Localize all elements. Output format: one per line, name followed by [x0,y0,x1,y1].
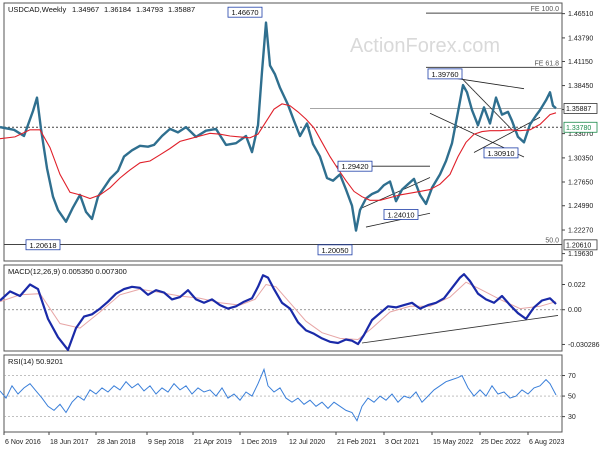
moving-average-line [0,103,557,201]
x-tick-label: 25 Dec 2022 [481,439,521,446]
rsi-y-tick-label: 70 [568,373,576,380]
y-tick-label: 1.30350 [568,155,593,162]
macd-panel-title: MACD(12,26,9) 0.005350 0.007300 [8,267,127,276]
macd-y-tick-label: 0.022 [568,282,586,289]
x-tick-label: 18 Jun 2017 [50,439,89,446]
y-tick-label: 1.27650 [568,179,593,186]
x-tick-label: 3 Oct 2021 [385,439,419,446]
y-tick-label: 1.24990 [568,203,593,210]
rsi-y-tick-label: 50 [568,394,576,401]
trend-line [473,116,541,153]
price-label-box [25,239,61,251]
macd-trend-line [361,315,559,344]
price-tag-label: 1.33780 [566,125,591,132]
macd-panel-frame [3,264,563,352]
macd-line [0,273,557,351]
price-label-text: 1.29420 [341,162,368,171]
price-label-box [317,244,353,256]
y-tick-label: 1.19630 [568,251,593,258]
x-tick-label: 28 Jan 2018 [97,439,136,446]
price-label-box [427,68,463,80]
price-label-text: 1.20050 [321,246,348,255]
rsi-panel-title: RSI(14) 50.9201 [8,357,63,366]
rsi-y-tick-label: 30 [568,414,576,421]
x-tick-label: 6 Aug 2023 [529,439,565,446]
price-tag-box [563,103,598,114]
ohlc-close: 1.35887 [168,5,195,14]
dotted-projection-line [457,74,513,131]
x-tick-label: 6 Nov 2016 [5,439,41,446]
macd-y-tick-label: 0.00 [568,307,582,314]
y-tick-label: 1.22270 [568,228,593,235]
trend-line [365,212,431,228]
price-tag-label: 1.35887 [566,106,591,113]
x-tick-label: 12 Jul 2020 [289,439,325,446]
x-tick-label: 1 Dec 2019 [241,439,277,446]
watermark: ActionForex.com [350,35,500,57]
x-tick-label: 9 Sep 2018 [148,439,184,446]
price-label-text: 1.39760 [431,70,458,79]
trend-line [361,177,431,209]
price-panel-title: USDCAD,Weekly [8,5,66,14]
y-tick-label: 1.33070 [568,131,593,138]
y-tick-label: 1.43790 [568,35,593,42]
price-label-text: 1.46670 [231,8,258,17]
price-label-box [227,6,263,18]
fib-level-label: FE 100.0 [531,6,560,13]
price-label-box [483,147,519,159]
price-tag-box [563,121,598,133]
price-label-box [383,209,419,220]
fib-level-label: 50.0 [545,237,559,244]
price-tag-box [563,239,598,251]
x-tick-label: 21 Apr 2019 [194,439,232,446]
price-label-box [337,160,373,172]
price-series-line [0,21,557,232]
price-label-text: 1.30910 [487,149,514,158]
ohlc-open: 1.34967 [72,5,99,14]
y-tick-label: 1.38450 [568,83,593,90]
rsi-line [0,367,557,422]
macd-y-tick-label: -0.030286 [568,342,600,349]
price-tag-label: 1.20610 [566,242,591,249]
ohlc-low: 1.34793 [136,5,163,14]
price-panel-frame [3,2,563,262]
price-label-text: 1.24010 [387,210,414,219]
macd-signal-line [0,281,557,341]
price-label-text: 1.20618 [29,241,56,250]
y-tick-label: 1.41150 [568,59,593,66]
y-tick-label: 1.46510 [568,11,593,18]
x-tick-label: 21 Feb 2021 [337,439,376,446]
ohlc-high: 1.36184 [104,5,131,14]
fib-level-label: FE 61.8 [534,60,559,67]
x-tick-label: 15 May 2022 [433,439,474,446]
